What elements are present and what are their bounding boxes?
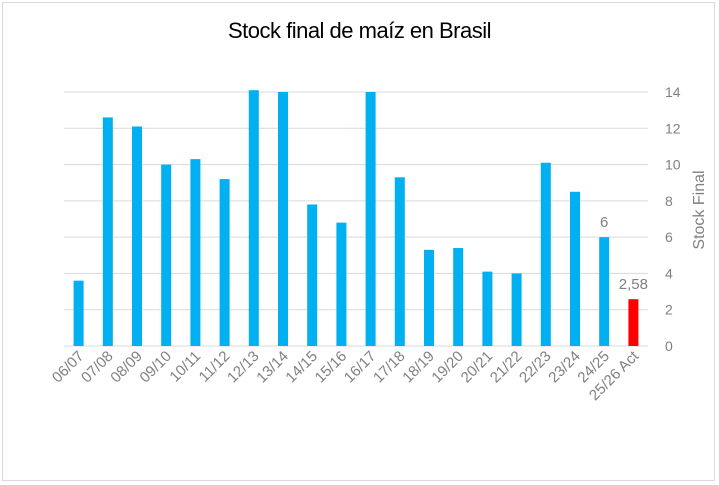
x-tick-label: 10/11 [166,348,204,386]
y-tick-label: 8 [665,193,673,209]
y-tick-label: 4 [665,265,673,281]
x-tick-label: 22/23 [516,348,555,387]
bar [453,248,464,346]
bar [570,191,580,346]
bar [540,162,551,346]
y-tick-label: 2 [665,302,673,318]
bar [307,204,318,346]
x-tick-label: 15/16 [312,348,351,387]
chart-frame [2,2,715,481]
x-tick-label: 18/19 [399,348,438,387]
y-tick-label: 14 [665,84,681,100]
bar [248,90,259,346]
bar [278,92,288,346]
bar [511,273,522,346]
x-tick-label: 08/09 [107,348,146,387]
bar [365,92,376,346]
chart-title: Stock final de maíz en Brasil [227,18,492,43]
y-tick-label: 12 [665,120,681,136]
x-tick-label: 13/14 [253,348,292,387]
x-tick-label: 12/13 [224,348,263,387]
bar [424,249,434,346]
x-tick-label: 17/18 [370,348,409,387]
y-tick-label: 10 [665,157,681,173]
bar [161,164,172,346]
y-tick-label: 6 [665,229,673,245]
y-tick-label: 0 [665,338,673,354]
bar [599,237,610,346]
bar [132,126,142,346]
bar [336,222,347,346]
bar [190,159,201,346]
bar [219,179,230,346]
bar [628,299,639,346]
x-tick-label: 21/22 [487,348,526,387]
bar [73,280,84,346]
y-axis-title: Stock Final [691,170,708,249]
x-tick-label: 09/10 [136,348,175,387]
x-tick-label: 20/21 [458,348,497,387]
data-label: 2,58 [619,276,648,293]
x-tick-label: 11/12 [196,348,234,386]
x-tick-label: 23/24 [545,348,584,387]
bar [102,117,113,347]
x-tick-label: 19/20 [428,348,467,387]
x-tick-label: 16/17 [341,348,380,387]
x-tick-label: 07/08 [78,348,117,387]
x-tick-label: 06/07 [49,348,88,387]
x-tick-label: 14/15 [282,348,321,387]
bar [394,177,405,346]
bar [482,271,493,346]
data-label: 6 [600,214,608,231]
